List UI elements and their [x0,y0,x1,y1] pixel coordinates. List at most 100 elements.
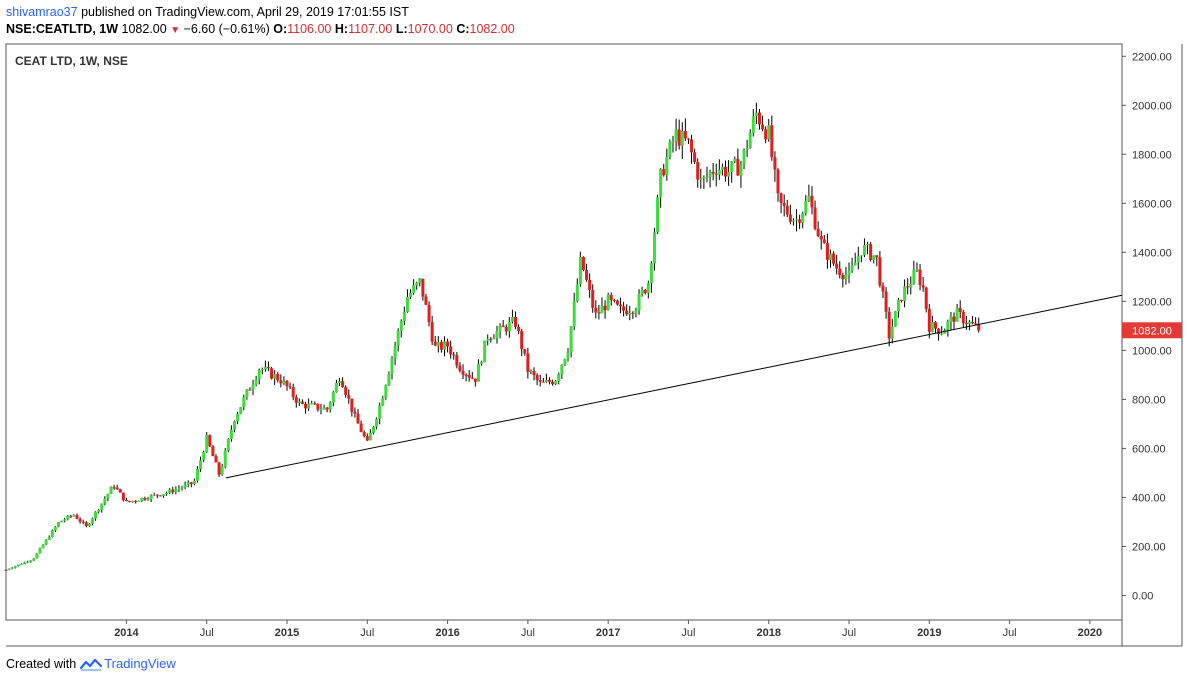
candle [773,151,777,182]
candle [442,336,446,357]
candle [310,400,314,405]
candle-body [501,325,505,328]
candle-body [402,311,406,322]
candle [631,311,635,319]
candle-body [476,363,480,382]
candle-body [652,232,656,264]
candle-body [112,487,116,489]
candle-body [872,255,876,260]
high-value: 1107.00 [348,22,393,36]
candle-body [943,330,947,334]
candle-body [782,202,786,206]
candle [276,371,280,383]
candle [356,408,360,424]
candle [7,568,11,571]
candle-body [439,342,443,350]
candle [640,286,644,297]
candle-body [686,138,690,140]
candle [304,401,308,414]
candle-body [393,345,397,359]
candle [78,517,82,524]
author-link[interactable]: shivamrao37 [6,5,78,19]
current-price-badge [1122,322,1182,339]
candle [35,552,39,559]
quote-line: NSE:CEATLTD, 1W 1082.00 ▼ −6.60 (−0.61%)… [6,21,1176,39]
candle [686,138,690,144]
candle [761,115,765,132]
tradingview-brand[interactable]: TradingView [80,656,176,672]
candle [75,513,79,520]
candle-body [38,548,42,554]
candle [890,318,894,344]
candle [816,221,820,238]
candle-body [270,368,274,379]
candle-body [128,500,132,502]
candle [819,230,823,250]
candle [551,379,555,386]
candle [421,278,425,301]
candle [180,485,184,491]
candle [967,319,971,331]
candle [520,328,524,357]
trendline-group [225,294,1123,479]
candle-body [103,498,107,504]
candle [205,432,209,453]
candle [183,481,187,490]
candle [316,403,320,412]
candle [906,278,910,295]
candle-body [140,498,144,501]
candle [921,276,925,292]
candle [730,160,734,183]
candle [409,289,413,300]
candle [211,444,215,457]
candle [266,361,270,371]
candle [776,168,780,202]
candle-body [696,161,700,180]
candle-body [646,283,650,293]
candle [696,158,700,188]
time-tick-label: Jul [360,627,374,639]
candle [507,316,511,338]
candle [226,438,230,453]
candle-body [745,148,749,150]
candle [220,463,224,476]
candle-body [430,321,434,342]
candle-body [634,310,638,314]
candle [322,404,326,410]
candle [390,356,394,380]
candle [449,340,453,359]
candle-body [529,370,533,372]
candle-body [622,306,626,311]
candle-body [368,432,372,441]
candle-body [473,378,477,382]
candle-body [409,292,413,297]
candle-body [915,269,919,271]
candle [977,317,981,333]
candle-body [29,560,33,562]
candle-body [560,364,564,375]
candle [822,234,826,244]
candle [714,163,718,187]
candle-body [106,494,110,499]
candle [881,282,885,298]
tradingview-brand-label: TradingView [104,656,176,671]
candle [260,367,264,375]
candle-body [893,311,897,327]
candle [668,139,672,160]
candle-body [100,503,104,510]
candle-body [180,487,184,489]
candle-body [517,326,521,332]
candle-body [572,301,576,327]
candle [927,304,931,339]
candle-body [44,539,48,545]
candle [736,148,740,176]
candle [325,406,329,413]
candle [838,261,842,279]
candle [362,430,366,438]
candle [637,289,641,315]
candle-body [60,520,64,523]
candle-body [767,125,771,140]
candle [476,359,480,382]
candle [446,338,450,353]
